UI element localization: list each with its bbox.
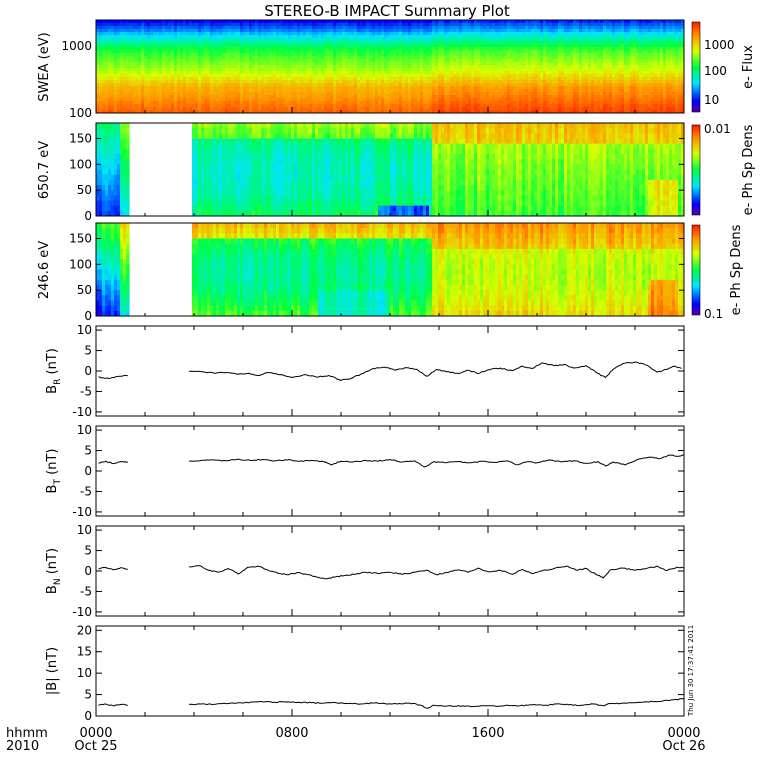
pad246-cbar-tick: 0.1 [704, 307, 723, 321]
ytick-2-3: 5 [84, 544, 92, 558]
xtick-date-0: Oct 25 [74, 739, 117, 754]
pad246-spectrogram-panel: 246.6 eV 0 50 100 150 0.1 e- Ph Sp Dens [37, 222, 744, 323]
swea-spectrogram-image [96, 20, 684, 113]
swea-ytick-1000: 1000 [61, 39, 92, 53]
ylabel-sub-2: N [53, 578, 63, 585]
pad-ytick-1-50: 50 [77, 183, 92, 197]
pad-ytick-1-150: 150 [69, 132, 92, 146]
swea-cbar-tick-100: 100 [704, 64, 727, 78]
ytick-2-1: -5 [80, 585, 92, 599]
ylabel-main-1: B [45, 485, 60, 494]
series-line-2-0 [98, 566, 128, 571]
series-line-0-0 [98, 374, 128, 379]
timeseries-panel-0: -10 -5 0 5 10 BR (nT) [45, 323, 685, 419]
pad-ytick-2-100: 100 [69, 257, 92, 271]
timeseries-ylabel-1: BT (nT) [45, 449, 63, 494]
ytick-0-2: 0 [84, 364, 92, 378]
ylabel-main-2: B [45, 585, 60, 594]
ytick-3-0: 0 [84, 709, 92, 723]
ytick-0-3: 5 [84, 344, 92, 358]
swea-spectrogram-panel: SWEA (eV) 1000 100 1000 100 10 e- Flux [37, 19, 756, 120]
swea-cbar-tick-10: 10 [704, 93, 719, 107]
timeseries-frame-0 [95, 325, 685, 417]
ytick-2-2: 0 [84, 564, 92, 578]
timeseries-ylabel-2: BN (nT) [45, 548, 63, 594]
ytick-1-2: 0 [84, 464, 92, 478]
series-line-2-1 [189, 565, 685, 580]
timeseries-frame-2 [95, 525, 685, 617]
series-line-1-0 [98, 460, 128, 465]
series-line-1-1 [189, 454, 685, 468]
ylabel-main-3: |B| [45, 677, 60, 695]
pad650-colorbar [691, 124, 701, 216]
swea-colorbar-label: e- Flux [741, 45, 756, 89]
pad650-spectrogram-panel: 650.7 eV 0 50 100 150 0.01 e- Ph Sp Dens [37, 122, 756, 223]
pad246-colorbar [691, 224, 701, 316]
xtick-date-3: Oct 26 [662, 739, 705, 754]
ytick-3-1: 5 [84, 688, 92, 702]
pad246-spectrogram-image [96, 223, 684, 316]
timestamp-stamp: Thu Jun 30 17:37:41 2011 [687, 625, 695, 717]
timeseries-frame-1 [95, 425, 685, 517]
timeseries-ylabel-0: BR (nT) [45, 348, 63, 394]
xtick-label-1: 0800 [275, 726, 308, 741]
ytick-2-4: 10 [77, 523, 92, 537]
ytick-3-2: 10 [77, 666, 92, 680]
series-line-3-0 [98, 703, 128, 707]
ytick-1-1: -5 [80, 485, 92, 499]
series-line-3-1 [189, 698, 685, 709]
swea-colorbar [691, 21, 701, 113]
timeseries-ylabel-3: |B| (nT) [45, 647, 60, 695]
ylabel-unit-3: (nT) [45, 647, 60, 677]
ytick-3-4: 20 [77, 623, 92, 637]
ytick-0-0: -10 [72, 405, 92, 419]
xtick-label-3: 0000 [667, 726, 700, 741]
ytick-3-3: 15 [77, 645, 92, 659]
ylabel-unit-1: (nT) [45, 449, 60, 479]
pad-ytick-2-150: 150 [69, 232, 92, 246]
pad650-cbar-tick: 0.01 [704, 122, 731, 136]
timeseries-panel-2: -10 -5 0 5 10 BN (nT) [45, 523, 685, 619]
series-line-0-1 [189, 361, 682, 381]
pad650-spectrogram-image [96, 123, 684, 216]
pad246-colorbar-label: e- Ph Sp Dens [729, 224, 744, 315]
ytick-0-1: -5 [80, 385, 92, 399]
timeseries-panel-3: 0 5 10 15 20 |B| (nT) [45, 623, 685, 723]
ytick-0-4: 10 [77, 323, 92, 337]
pad650-ylabel: 650.7 eV [37, 141, 52, 199]
pad650-colorbar-label: e- Ph Sp Dens [741, 124, 756, 215]
ylabel-unit-0: (nT) [45, 348, 60, 378]
ylabel-unit-2: (nT) [45, 548, 60, 578]
swea-ylabel: SWEA (eV) [37, 32, 52, 101]
ytick-1-3: 5 [84, 444, 92, 458]
x-axis-label-line2: 2010 [6, 739, 39, 754]
ytick-1-4: 10 [77, 423, 92, 437]
pad-ytick-2-50: 50 [77, 283, 92, 297]
ylabel-sub-0: R [53, 379, 63, 385]
timeseries-frame-3 [95, 625, 685, 717]
xtick-label-2: 1600 [471, 726, 504, 741]
ylabel-main-0: B [45, 385, 60, 394]
ytick-1-0: -10 [72, 505, 92, 519]
ylabel-sub-1: T [53, 479, 63, 486]
x-axis-label-line1: hhmm [6, 726, 48, 741]
swea-cbar-tick-1000: 1000 [704, 38, 735, 52]
swea-ytick-100: 100 [69, 106, 92, 120]
ytick-2-0: -10 [72, 605, 92, 619]
pad-ytick-1-100: 100 [69, 157, 92, 171]
chart-title: STEREO-B IMPACT Summary Plot [264, 2, 510, 20]
pad246-ylabel: 246.6 eV [37, 241, 52, 299]
xtick-label-0: 0000 [79, 726, 112, 741]
pad-ytick-2-0: 0 [84, 309, 92, 323]
timeseries-panel-1: -10 -5 0 5 10 BT (nT) [45, 423, 685, 519]
pad-ytick-1-0: 0 [84, 209, 92, 223]
